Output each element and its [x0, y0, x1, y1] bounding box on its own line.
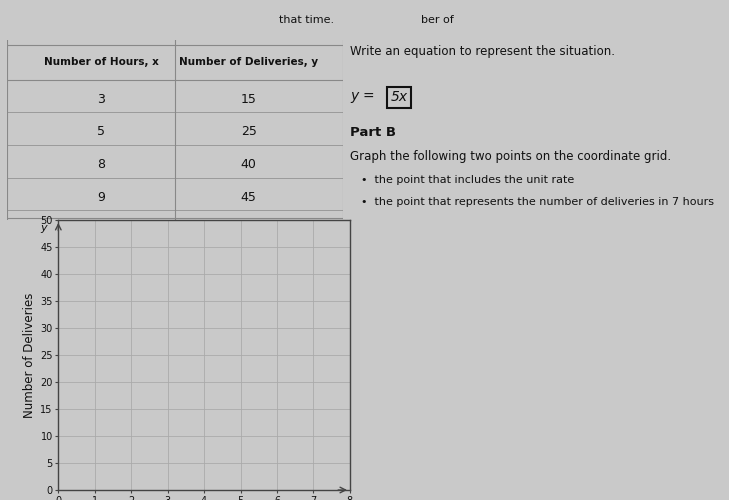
Text: 15: 15 [241, 92, 257, 106]
Text: Number of Deliveries, y: Number of Deliveries, y [179, 56, 319, 66]
Text: y: y [41, 222, 47, 232]
Text: Write an equation to represent the situation.: Write an equation to represent the situa… [350, 46, 615, 59]
Text: Number of Hours, x: Number of Hours, x [44, 56, 159, 66]
Text: •  the point that includes the unit rate: • the point that includes the unit rate [361, 175, 574, 185]
Text: •  the point that represents the number of deliveries in 7 hours: • the point that represents the number o… [361, 196, 714, 206]
Text: ber of: ber of [421, 15, 453, 25]
Text: Graph the following two points on the coordinate grid.: Graph the following two points on the co… [350, 150, 671, 163]
Text: that time.: that time. [278, 15, 334, 25]
Text: 25: 25 [241, 126, 257, 138]
Text: 8: 8 [97, 158, 105, 171]
Text: 9: 9 [97, 190, 105, 203]
Text: 45: 45 [241, 190, 257, 203]
Text: 5: 5 [97, 126, 105, 138]
Text: Part B: Part B [350, 126, 396, 140]
Text: 40: 40 [241, 158, 257, 171]
Text: $y$ =: $y$ = [350, 90, 375, 106]
Text: 3: 3 [97, 92, 105, 106]
Y-axis label: Number of Deliveries: Number of Deliveries [23, 292, 36, 418]
Text: 5x: 5x [391, 90, 408, 104]
